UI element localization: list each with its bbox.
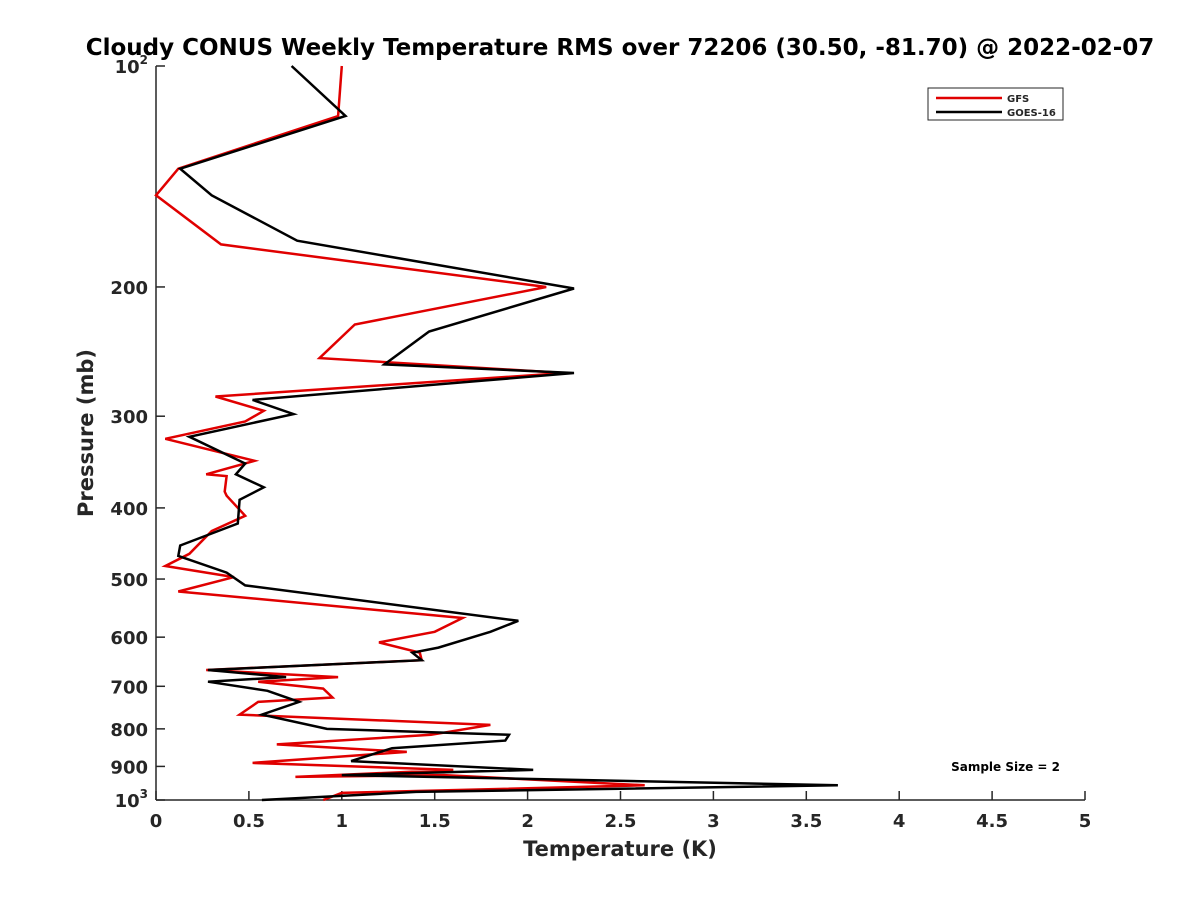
y-tick-base: 300 <box>110 407 148 428</box>
y-tick-label: 200 <box>110 278 148 299</box>
y-tick-base: 700 <box>110 677 148 698</box>
plot-area <box>156 66 1085 800</box>
x-axis-ticks: 0 0.5 1 1.5 2 2.5 3 3.5 4 4.5 5 <box>150 791 1092 832</box>
series-layer <box>154 65 838 802</box>
y-tick-base: 800 <box>110 720 148 741</box>
legend: GFS GOES-16 <box>927 87 1064 121</box>
y-tick-label: 600 <box>110 628 148 649</box>
y-tick-base: 400 <box>110 499 148 520</box>
legend-label: GFS <box>1007 94 1029 105</box>
series-line-goes-16 <box>176 65 838 802</box>
x-axis-label: Temperature (K) <box>523 837 717 861</box>
sample-size-annotation: Sample Size = 2 <box>951 760 1060 774</box>
x-tick-label: 0.5 <box>233 811 265 832</box>
y-tick-label: 800 <box>110 720 148 741</box>
y-tick-label: 700 <box>110 677 148 698</box>
y-tick-label: 400 <box>110 499 148 520</box>
legend-box <box>927 87 1064 121</box>
y-axis-label: Pressure (mb) <box>74 349 98 517</box>
y-tick-label: 900 <box>110 757 148 778</box>
x-tick-label: 5 <box>1079 811 1092 832</box>
x-tick-label: 0 <box>150 811 163 832</box>
y-tick-base: 600 <box>110 628 148 649</box>
y-tick-label: 102 <box>115 53 148 78</box>
y-tick-exponent: 3 <box>140 787 148 801</box>
x-tick-label: 3 <box>707 811 720 832</box>
chart-title: Cloudy CONUS Weekly Temperature RMS over… <box>86 35 1155 61</box>
y-tick-base: 10 <box>115 57 140 78</box>
x-tick-label: 1 <box>336 811 349 832</box>
y-tick-exponent: 2 <box>140 53 148 67</box>
x-tick-label: 2 <box>521 811 534 832</box>
y-tick-base: 900 <box>110 757 148 778</box>
y-tick-base: 200 <box>110 278 148 299</box>
x-tick-label: 3.5 <box>790 811 822 832</box>
x-tick-label: 4.5 <box>976 811 1008 832</box>
legend-label: GOES-16 <box>1007 108 1056 119</box>
y-tick-label: 300 <box>110 407 148 428</box>
x-tick-label: 4 <box>893 811 906 832</box>
y-tick-label: 103 <box>115 787 148 812</box>
x-tick-label: 2.5 <box>605 811 637 832</box>
y-tick-base: 500 <box>110 570 148 591</box>
y-tick-label: 500 <box>110 570 148 591</box>
y-tick-base: 10 <box>115 791 140 812</box>
x-tick-label: 1.5 <box>419 811 451 832</box>
